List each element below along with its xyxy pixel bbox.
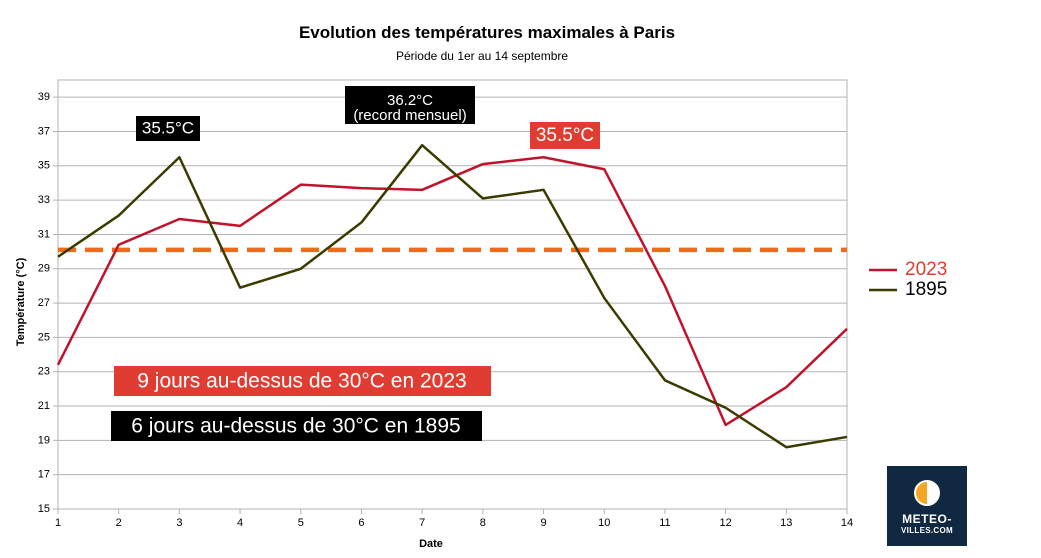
x-tick-label: 13 — [780, 517, 792, 529]
annotation-text: 35.5°C — [536, 125, 594, 146]
legend-label-2023: 2023 — [905, 259, 947, 280]
plot-border — [57, 79, 848, 510]
x-tick-label: 1 — [55, 517, 61, 529]
x-tick-label: 14 — [841, 517, 853, 529]
plot-area — [57, 79, 848, 510]
annotation-days-1895: 6 jours au-dessus de 30°C en 1895 — [111, 411, 482, 441]
annotation-text: 35.5°C — [142, 118, 194, 137]
x-tick-label: 7 — [419, 517, 425, 529]
sun-moon-icon — [914, 480, 940, 506]
x-tick-label: 6 — [358, 517, 364, 529]
x-axis-ticks: 1 2 3 4 5 6 7 8 9 10 11 12 13 14 — [55, 509, 853, 529]
annotation-1895-peak-early: 35.5°C — [136, 116, 200, 141]
x-tick-label: 2 — [116, 517, 122, 529]
y-tick-label: 39 — [38, 91, 50, 103]
y-tick-label: 35 — [38, 160, 50, 172]
annotation-text: 9 jours au-dessus de 30°C en 2023 — [137, 370, 466, 393]
y-tick-label: 19 — [38, 434, 50, 446]
x-tick-label: 9 — [540, 517, 546, 529]
y-tick-label: 17 — [38, 469, 50, 481]
x-tick-label: 4 — [237, 517, 243, 529]
x-tick-label: 10 — [598, 517, 610, 529]
x-tick-label: 12 — [719, 517, 731, 529]
annotation-text: 6 jours au-dessus de 30°C en 1895 — [131, 415, 460, 438]
series-line-2023 — [56, 155, 848, 427]
x-tick-label: 11 — [659, 517, 670, 529]
y-tick-label: 27 — [38, 297, 50, 309]
y-tick-label: 33 — [38, 194, 50, 206]
logo-text-line2: VILLES.COM — [901, 526, 953, 535]
annotation-days-2023: 9 jours au-dessus de 30°C en 2023 — [114, 366, 491, 396]
y-tick-label: 23 — [38, 366, 50, 378]
x-tick-label: 3 — [176, 517, 182, 529]
y-tick-label: 37 — [38, 125, 50, 137]
logo-text-line1: METEO- — [902, 512, 952, 526]
y-tick-label: 29 — [38, 263, 50, 275]
annotation-text-line2: (record mensuel) — [353, 107, 466, 124]
chart-title: Evolution des températures maximales à P… — [299, 23, 675, 42]
chart-subtitle: Période du 1er au 14 septembre — [396, 49, 568, 63]
series-line-1895 — [57, 143, 848, 449]
y-axis-ticks: 15 17 19 21 23 25 27 29 31 33 35 37 39 — [38, 91, 58, 515]
y-tick-label: 21 — [38, 400, 50, 412]
annotation-1895-record: 36.2°C (record mensuel) — [345, 86, 475, 124]
y-axis-label: Température (°C) — [15, 257, 27, 346]
legend-label-1895: 1895 — [905, 279, 947, 300]
x-tick-label: 5 — [298, 517, 304, 529]
x-axis-label: Date — [419, 538, 443, 550]
x-tick-label: 8 — [480, 517, 486, 529]
y-tick-label: 25 — [38, 331, 50, 343]
meteo-villes-logo: METEO- VILLES.COM — [887, 466, 967, 546]
series-lines — [56, 143, 848, 449]
legend: 2023 1895 — [869, 259, 947, 300]
annotation-text-line1: 36.2°C — [387, 92, 433, 109]
annotation-2023-peak: 35.5°C — [530, 122, 600, 149]
y-tick-label: 15 — [38, 503, 50, 515]
y-tick-label: 31 — [38, 228, 50, 240]
